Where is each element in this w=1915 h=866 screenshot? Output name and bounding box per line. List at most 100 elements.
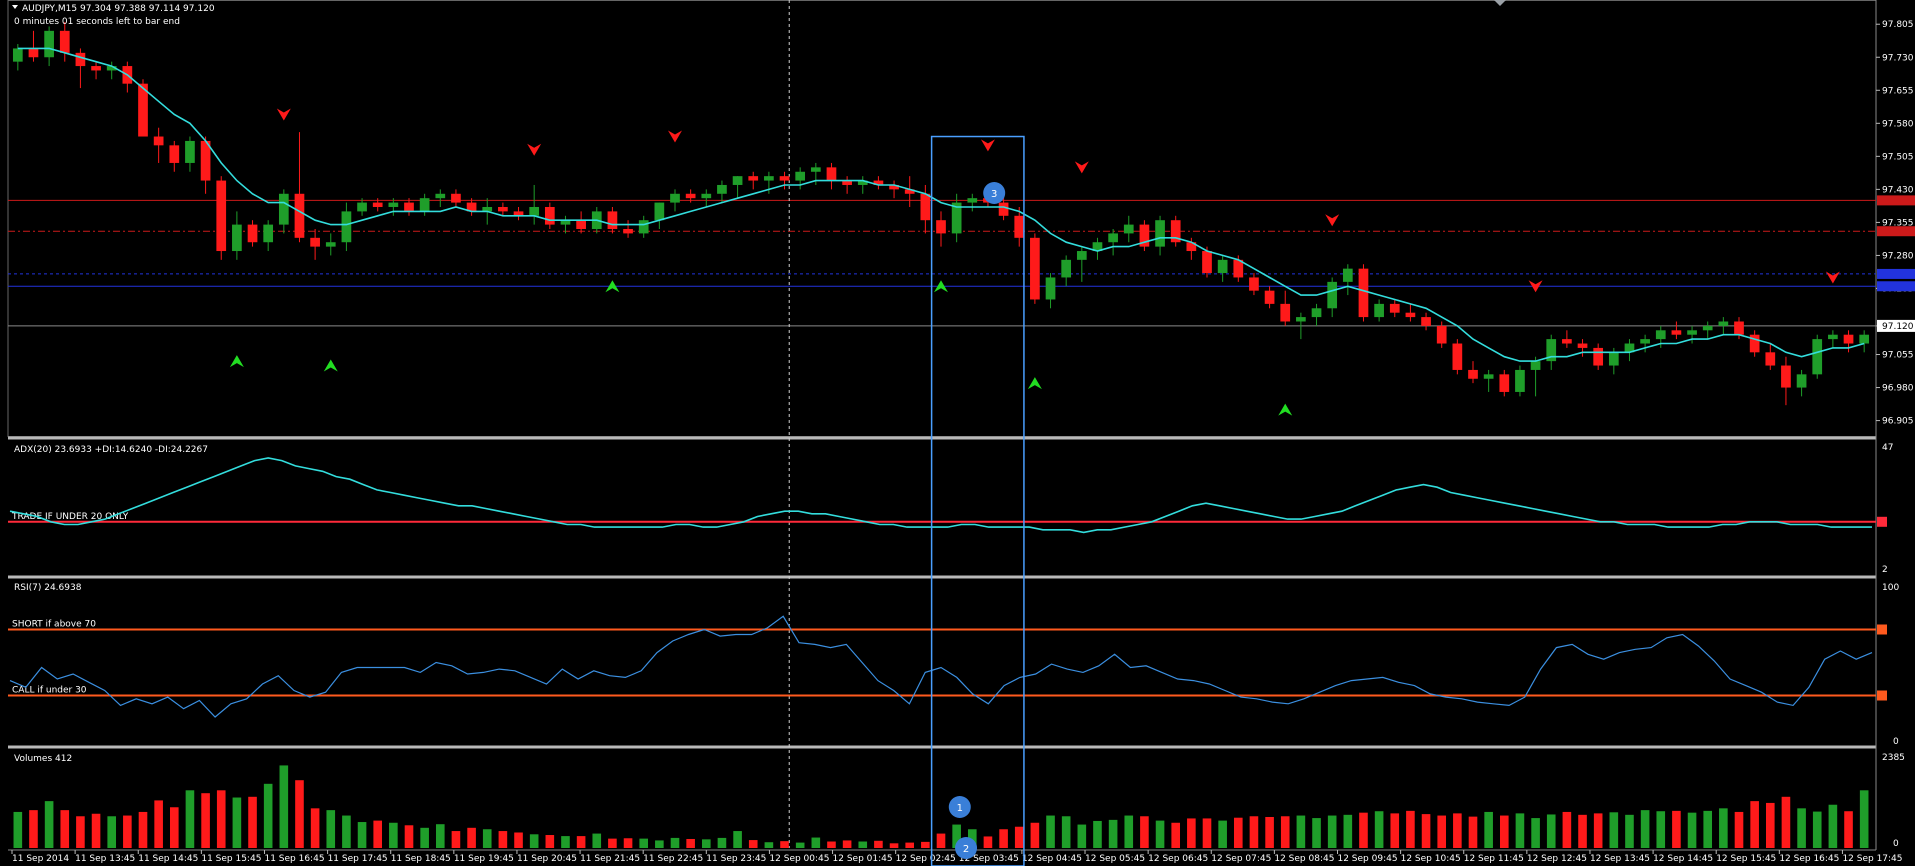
candle-body: [263, 224, 274, 243]
volume-bar: [76, 816, 85, 848]
marker-circle-1: [948, 796, 971, 818]
time-axis-label: 12 Sep 06:45: [1148, 854, 1208, 864]
candle-body: [1155, 220, 1165, 247]
candle-body: [1515, 369, 1525, 392]
volume-bar: [1202, 818, 1212, 848]
candle: [1155, 215, 1165, 256]
candle-body: [388, 202, 399, 207]
candle: [294, 132, 305, 243]
candle: [91, 61, 101, 80]
volume-bar: [1327, 815, 1337, 848]
candle-body: [1828, 334, 1838, 340]
current-price-label: 97.120: [1882, 322, 1914, 332]
candle-body: [1499, 374, 1510, 392]
candle-body: [1123, 224, 1134, 234]
level-price-tag: [1877, 195, 1915, 206]
candle-body: [1092, 242, 1103, 252]
candle-body: [153, 136, 164, 146]
candle-body: [1734, 321, 1744, 335]
volume-bar: [999, 829, 1008, 848]
volume-bar: [1531, 818, 1540, 848]
price-axis-label: 97.655: [1882, 86, 1914, 96]
candle: [325, 233, 336, 256]
candle-body: [1202, 251, 1212, 274]
candle: [1342, 264, 1353, 296]
candle-body: [717, 184, 727, 194]
candle-body: [106, 66, 117, 71]
volume-panel: Volumes 412 2385 0: [13, 753, 1905, 849]
volume-bar: [1171, 822, 1181, 848]
volume-axis-max: 2385: [1882, 753, 1905, 763]
volume-bar: [1719, 808, 1728, 848]
candle-body: [1264, 290, 1275, 304]
candle-body: [1640, 339, 1650, 344]
candle-body: [1280, 303, 1291, 322]
candle-body: [529, 206, 540, 216]
buy-arrow-icon: [934, 280, 948, 293]
candle: [544, 202, 555, 230]
volume-bar: [874, 840, 883, 848]
candle: [1577, 339, 1588, 357]
rsi-level-label: SHORT if above 70: [12, 620, 96, 630]
candle-body: [404, 202, 414, 212]
candle-body: [1030, 237, 1040, 300]
candle: [1562, 330, 1572, 348]
candle-body: [75, 52, 86, 67]
level-price-tag: [1877, 268, 1915, 279]
volume-bar: [357, 822, 367, 848]
volume-bar: [1703, 810, 1713, 848]
volume-title: Volumes 412: [14, 754, 72, 764]
candle-body: [482, 206, 493, 212]
volume-bar: [1187, 818, 1196, 848]
candle-body: [1796, 374, 1807, 388]
volume-bar: [201, 793, 210, 848]
volume-bar: [1140, 816, 1149, 848]
candle-body: [1170, 220, 1181, 243]
candle-body: [873, 180, 884, 185]
candle-body: [232, 224, 242, 252]
candle-body: [732, 176, 743, 185]
volume-bar: [482, 829, 492, 848]
sell-arrow-icon: [668, 130, 682, 143]
volume-bar: [655, 840, 664, 848]
time-axis-label: 12 Sep 15:45: [1716, 854, 1776, 864]
volume-bar: [780, 841, 789, 848]
volume-bar: [1640, 810, 1650, 848]
candle: [1546, 334, 1557, 370]
volume-bar: [248, 796, 257, 848]
volume-bar: [1797, 808, 1806, 848]
candle-body: [1436, 325, 1447, 344]
candle-body: [576, 220, 586, 230]
time-axis-label: 12 Sep 08:45: [1274, 854, 1334, 864]
time-axis-label: 12 Sep 09:45: [1337, 854, 1397, 864]
volume-bar: [905, 842, 915, 848]
volume-bar: [44, 801, 54, 848]
candle-body: [1108, 233, 1118, 243]
volume-bar: [858, 841, 868, 848]
candle-body: [998, 202, 1009, 216]
candle-body: [1655, 330, 1666, 340]
chart-shift-marker-icon[interactable]: [1494, 0, 1506, 6]
candle-body: [451, 193, 461, 203]
candle: [216, 176, 227, 260]
volume-bar: [389, 822, 398, 848]
candle: [623, 220, 633, 238]
candle: [998, 198, 1009, 221]
volume-bar: [1249, 816, 1259, 848]
candle-body: [12, 48, 23, 62]
volume-bar: [1609, 812, 1619, 848]
candle: [200, 136, 211, 194]
volume-bar: [1046, 815, 1055, 848]
candle-body: [1546, 339, 1557, 362]
volume-bar: [1014, 826, 1024, 848]
candle-body: [357, 202, 367, 212]
time-axis-label: 11 Sep 16:45: [264, 854, 324, 864]
candle-body: [1358, 268, 1369, 318]
marker-circle-2: [955, 837, 978, 859]
collapse-triangle-icon[interactable]: [12, 5, 18, 9]
price-candles: [12, 22, 1870, 406]
candle-body: [701, 193, 712, 199]
sell-arrow-icon: [527, 143, 542, 156]
rsi-title: RSI(7) 24.6938: [14, 583, 82, 593]
